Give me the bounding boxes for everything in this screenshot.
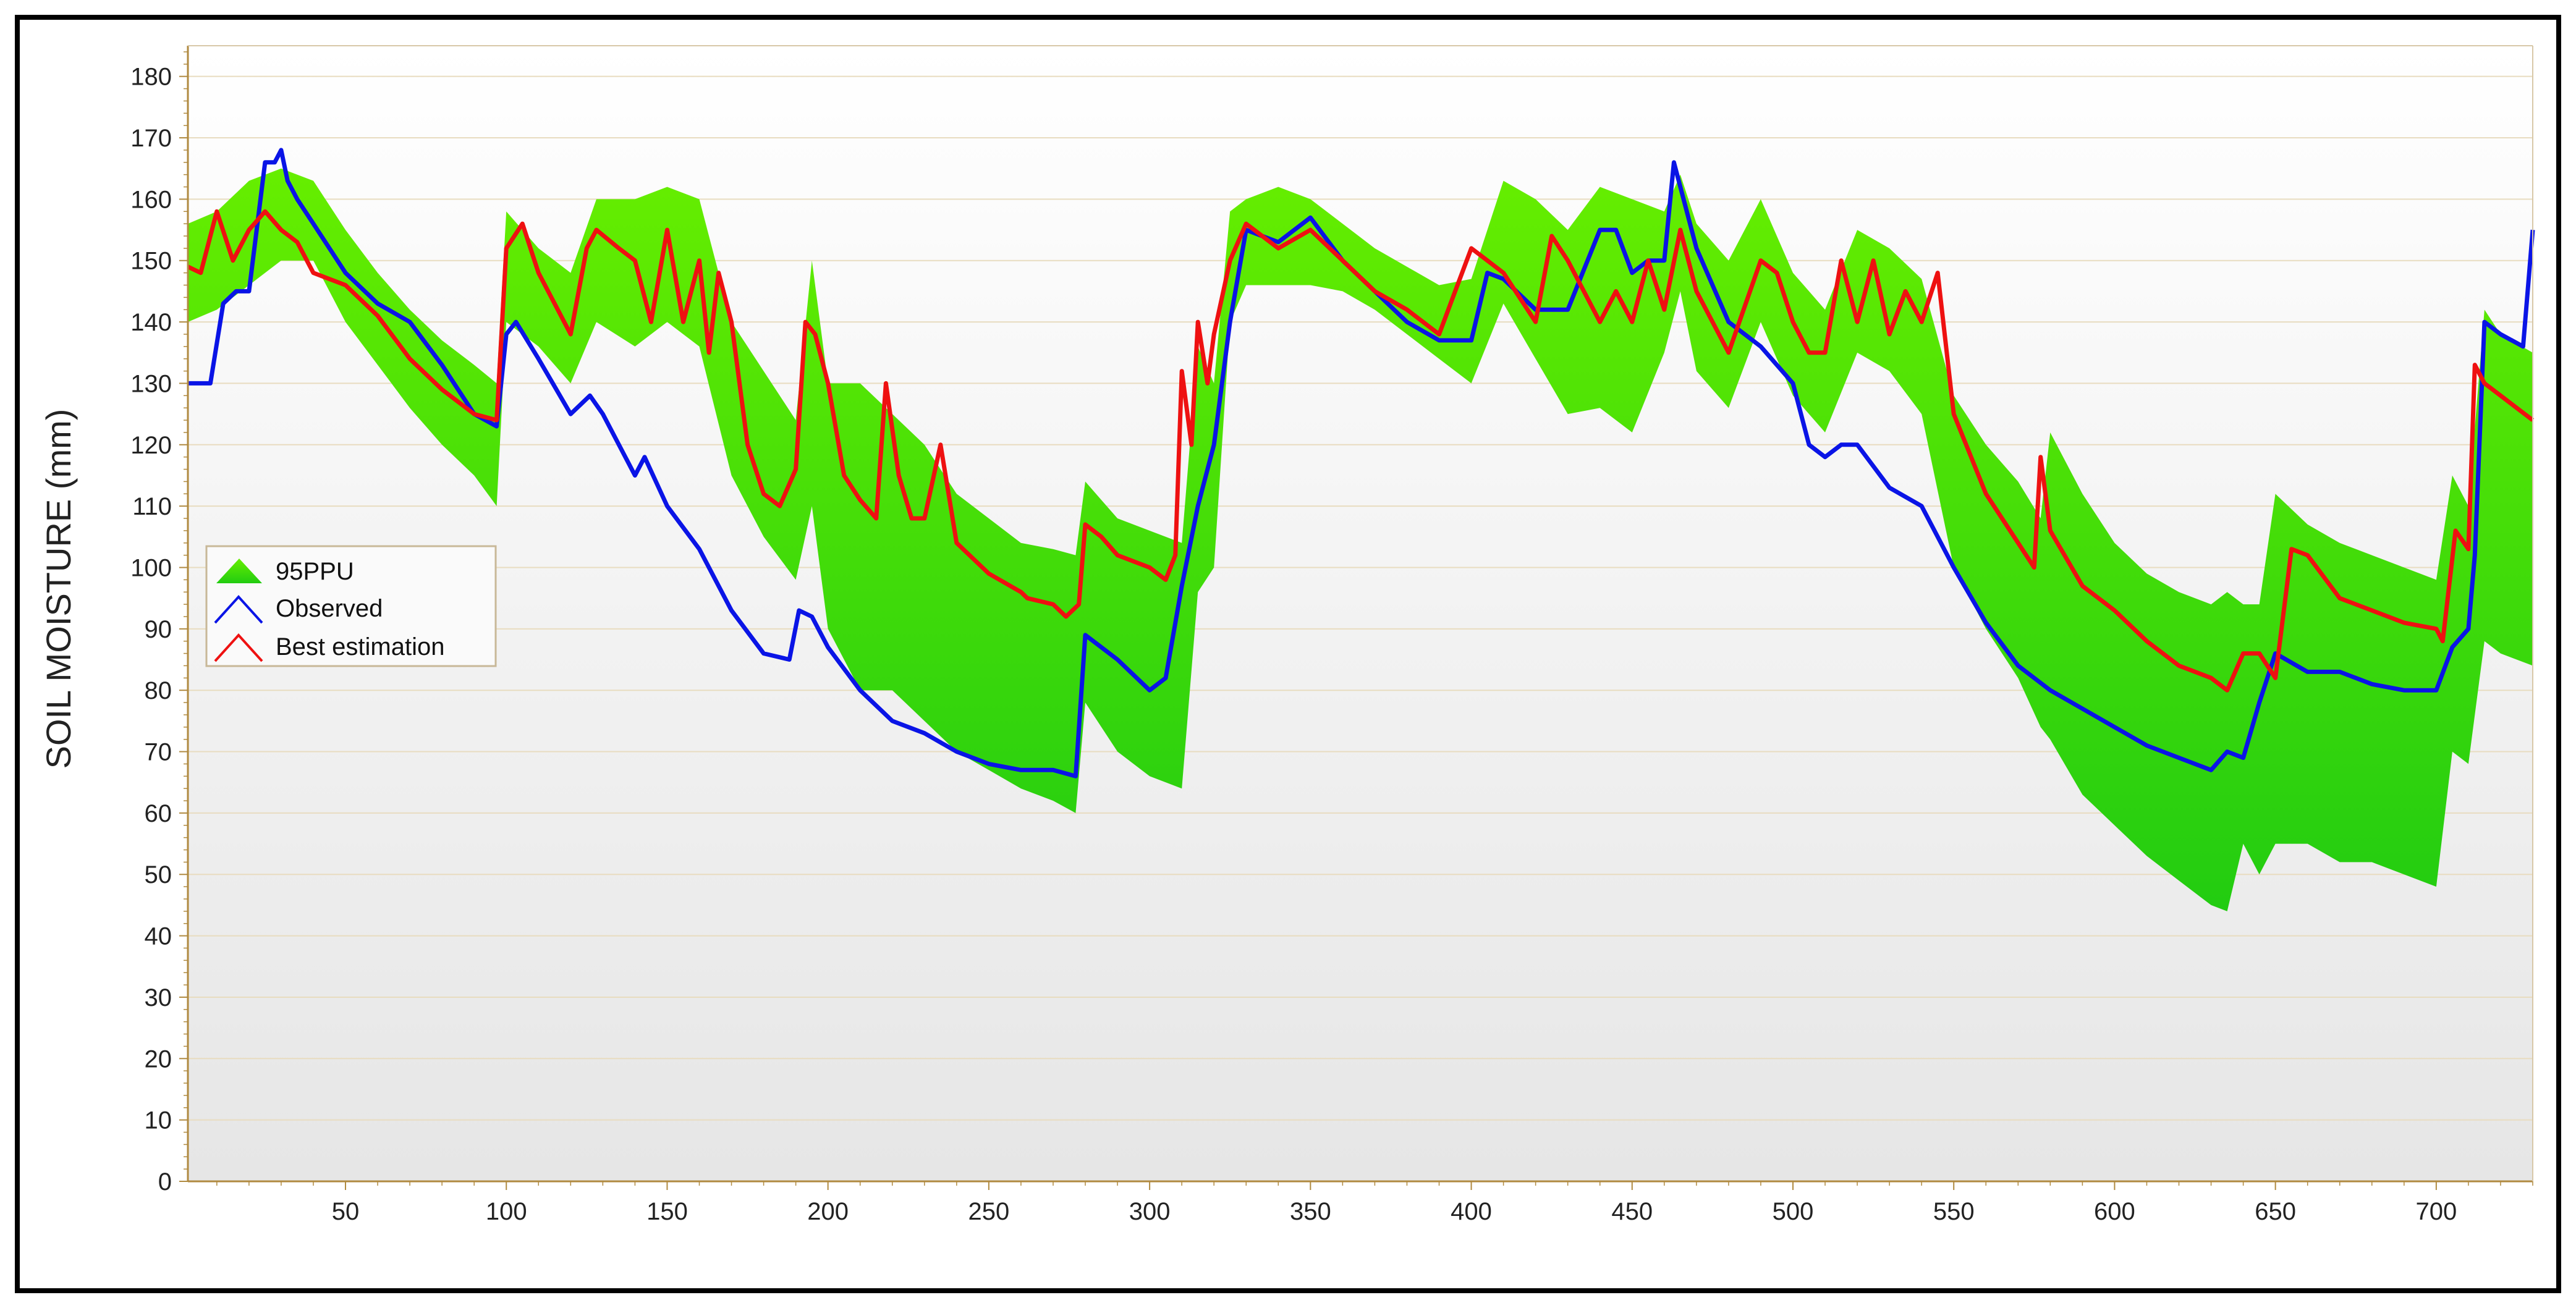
legend-swatch-observed [214, 595, 263, 624]
y-tick-label: 120 [130, 432, 172, 459]
y-tick-label: 30 [145, 984, 172, 1011]
x-tick-label: 650 [2255, 1198, 2296, 1225]
y-tick-label: 70 [145, 739, 172, 766]
x-tick-label: 400 [1451, 1198, 1492, 1225]
x-tick-label: 150 [646, 1198, 688, 1225]
y-tick-label: 0 [158, 1168, 172, 1196]
legend-swatch-95ppu [216, 559, 262, 583]
legend: 95PPU Observed Best estimation [205, 545, 497, 667]
y-tick-label: 170 [130, 125, 172, 152]
x-tick-label: 450 [1611, 1198, 1653, 1225]
y-tick-label: 60 [145, 800, 172, 827]
x-tick-label: 250 [968, 1198, 1010, 1225]
legend-swatch-best-estimation [214, 633, 263, 662]
x-tick-label: 550 [1933, 1198, 1975, 1225]
y-tick-label: 100 [130, 554, 172, 581]
ppu-band [188, 168, 2533, 911]
legend-label-best-estimation: Best estimation [276, 633, 444, 660]
y-tick-label: 180 [130, 64, 172, 91]
y-tick-label: 40 [145, 923, 172, 950]
legend-label-observed: Observed [276, 595, 383, 622]
x-tick-label: 200 [807, 1198, 849, 1225]
y-tick-label: 140 [130, 309, 172, 336]
y-tick-label: 10 [145, 1107, 172, 1134]
y-tick-label: 50 [145, 861, 172, 888]
observed-line [188, 148, 2535, 778]
x-tick-label: 700 [2415, 1198, 2457, 1225]
x-tick-label: 300 [1129, 1198, 1171, 1225]
x-tick-label: 100 [486, 1198, 527, 1225]
axes: 0 10 20 30 40 50 60 70 80 90 100 110 120 130 140 150 160… [130, 45, 2533, 1225]
legend-label-95ppu: 95PPU [276, 558, 354, 585]
series-layer [187, 148, 2535, 778]
y-tick-label: 20 [145, 1045, 172, 1073]
y-tick-label: 90 [145, 616, 172, 643]
soil-moisture-chart: 0 10 20 30 40 50 60 70 80 90 100 110 120 130 140 150 160… [39, 45, 2535, 1225]
y-tick-label: 160 [130, 186, 172, 213]
y-tick-label: 150 [130, 248, 172, 275]
y-tick-label: 110 [132, 493, 172, 520]
y-axis-title: SOIL MOISTURE (mm) [39, 409, 78, 769]
y-tick-label: 130 [130, 370, 172, 397]
x-tick-label: 500 [1773, 1198, 1814, 1225]
chart-frame: 0 10 20 30 40 50 60 70 80 90 100 110 120 130 140 150 160… [15, 15, 2561, 1293]
x-tick-label: 50 [332, 1198, 360, 1225]
x-tick-label: 600 [2094, 1198, 2135, 1225]
x-tick-label: 350 [1290, 1198, 1331, 1225]
legend-box [205, 545, 497, 667]
best-estimation-line [187, 209, 2535, 693]
y-tick-label: 80 [145, 677, 172, 704]
ppu-band-layer [188, 168, 2533, 911]
